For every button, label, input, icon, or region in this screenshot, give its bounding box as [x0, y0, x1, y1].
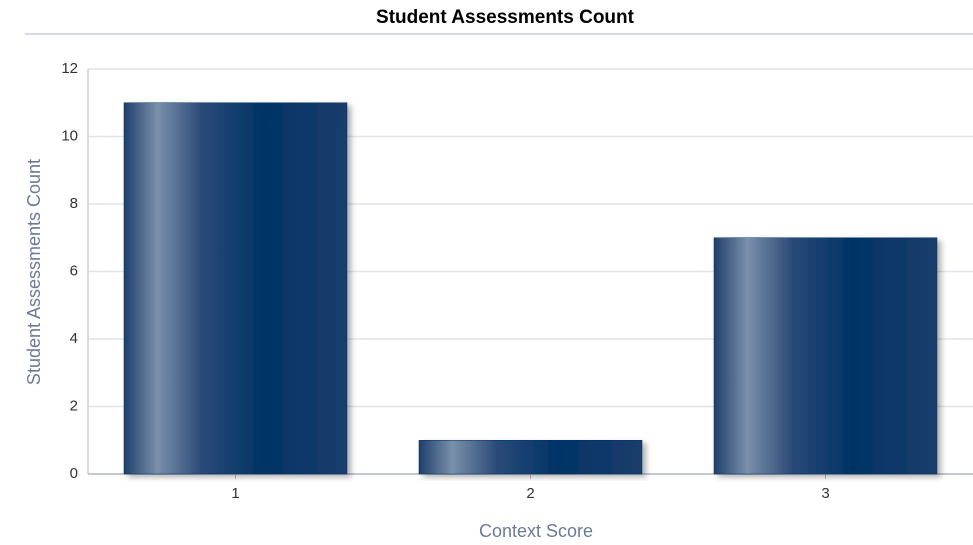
x-axis-title: Context Score — [479, 521, 593, 541]
chart-title: Student Assessments Count — [376, 7, 635, 28]
bar — [418, 440, 643, 475]
y-tick-label: 12 — [61, 60, 78, 77]
y-tick-label: 10 — [61, 127, 78, 144]
y-tick-label: 8 — [70, 195, 78, 212]
y-tick-label: 4 — [70, 330, 78, 347]
y-tick-label: 6 — [70, 262, 78, 279]
y-axis-title: Student Assessments Count — [24, 159, 44, 385]
y-tick-label: 2 — [70, 397, 78, 414]
bar — [713, 237, 938, 475]
y-tick-label: 0 — [70, 465, 78, 482]
x-tick-label: 1 — [231, 485, 239, 502]
x-tick-label: 3 — [821, 485, 829, 502]
x-tick-label: 2 — [526, 485, 534, 502]
bar — [123, 102, 348, 475]
